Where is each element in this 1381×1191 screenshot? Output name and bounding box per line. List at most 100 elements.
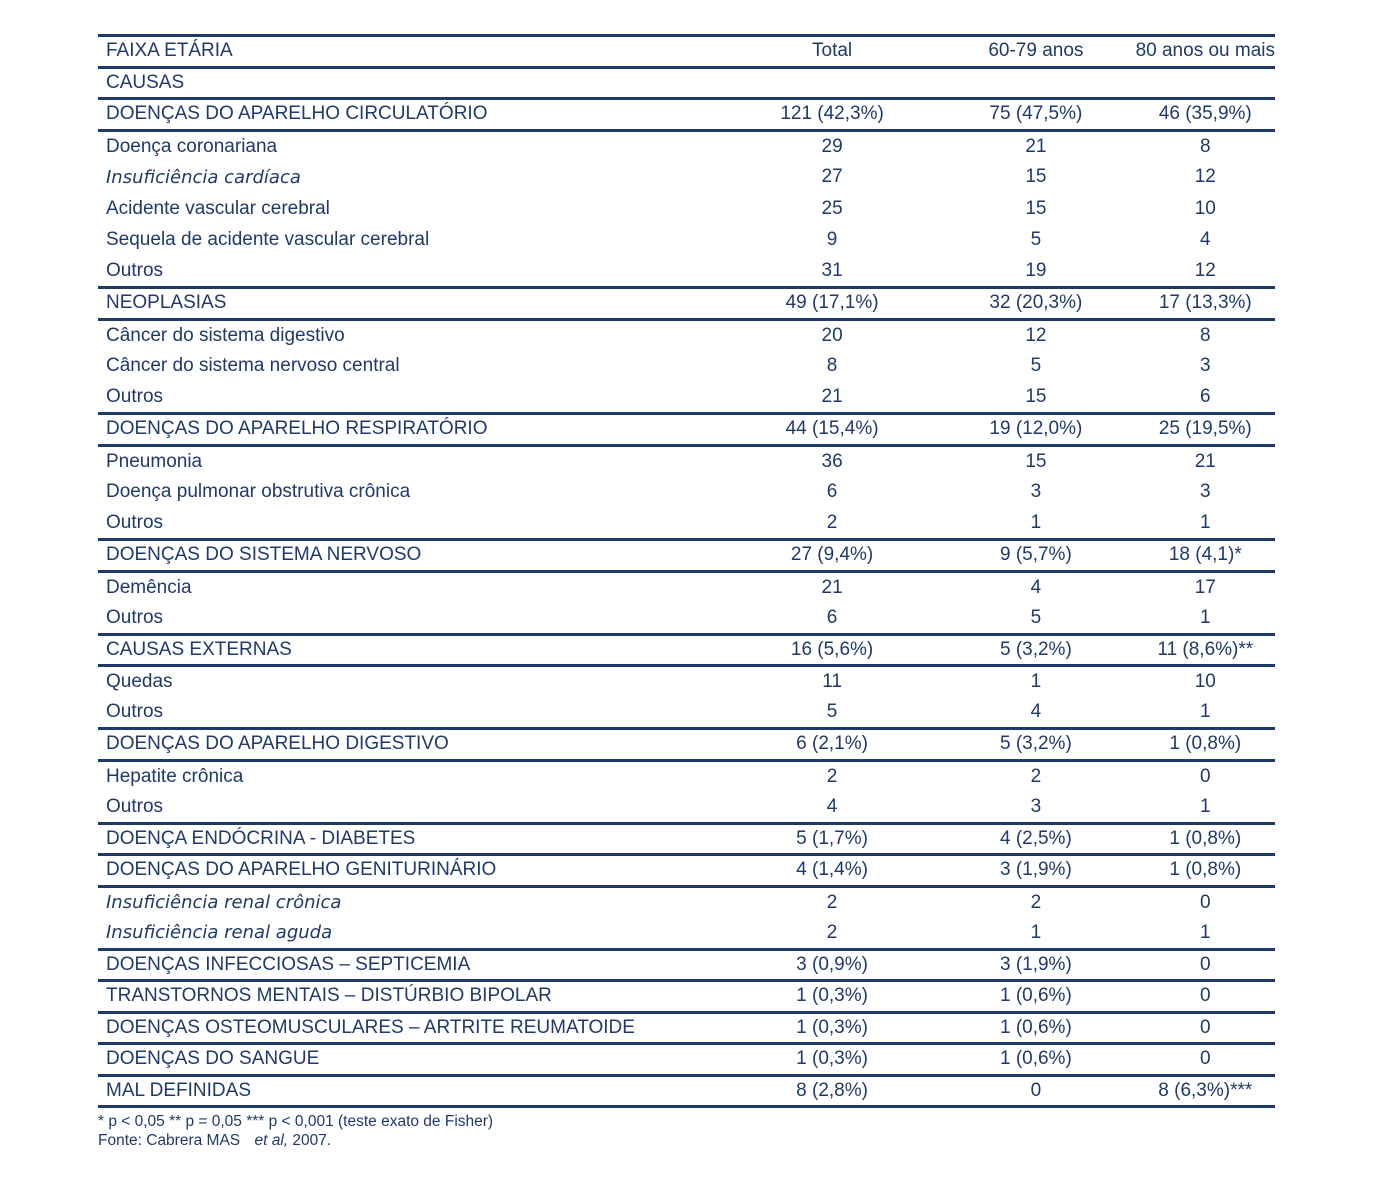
subcategory-row: Demência 21 4 17 xyxy=(98,571,1275,603)
cause-label: Câncer do sistema digestivo xyxy=(106,324,345,346)
category-row: DOENÇAS DO SISTEMA NERVOSO 27 (9,4%) 9 (5,… xyxy=(98,538,1275,573)
section-row: CAUSAS xyxy=(98,65,1275,100)
subcategory-row: Hepatite crônica 2 2 0 xyxy=(98,760,1275,792)
header-80-plus: 80 anos ou mais xyxy=(1105,34,1275,69)
age-80-plus-cell: 1 xyxy=(1200,795,1211,817)
total-cell: 6 xyxy=(826,606,838,628)
total-cell: 31 xyxy=(821,260,843,281)
cause-label: Outros xyxy=(106,606,164,628)
subcategory-row: Quedas 11 1 10 xyxy=(98,666,1275,698)
age-80-plus-cell: 3 xyxy=(1200,481,1211,503)
cause-label: NEOPLASIAS xyxy=(98,286,638,321)
age-60-79-cell: 5 xyxy=(1030,606,1042,628)
age-80-plus-cell: 17 xyxy=(1194,576,1216,598)
age-80-plus-cell: 4 xyxy=(1200,229,1211,251)
total-cell: 2 xyxy=(826,921,838,943)
subcategory-row: Outros 4 3 1 xyxy=(98,792,1275,824)
subcategory-row: Insuficiência renal crônica 2 2 0 xyxy=(98,886,1275,918)
cause-label: DOENÇAS INFECCIOSAS – SEPTICEMIA xyxy=(98,947,638,982)
age-60-79-cell: 12 xyxy=(1025,324,1047,346)
cause-label: Acidente vascular cerebral xyxy=(106,197,330,219)
age-60-79-cell: 3 (1,9%) xyxy=(946,853,1106,888)
age-80-plus-cell: 1 (0,8%) xyxy=(1105,821,1275,856)
cause-label: Hepatite crônica xyxy=(106,765,244,787)
age-60-79-cell: 19 (12,0%) xyxy=(946,412,1106,447)
total-cell: 20 xyxy=(821,324,843,346)
category-row: DOENÇAS DO APARELHO GENITURINÁRIO 4 (1,4%… xyxy=(98,853,1275,888)
age-60-79-cell: 75 (47,5%) xyxy=(946,97,1106,132)
age-80-plus-cell: 21 xyxy=(1194,450,1216,472)
total-cell: 44 (15,4%) xyxy=(637,412,947,447)
source-note: Fonte: Cabrera MAS et al, 2007. xyxy=(98,1131,1275,1150)
age-60-79-cell: 1 (0,6%) xyxy=(946,979,1106,1014)
age-60-79-cell: 19 xyxy=(1025,260,1047,281)
age-60-79-cell: 5 (3,2%) xyxy=(946,632,1106,667)
category-row: DOENÇA ENDÓCRINA - DIABETES 5 (1,7%) 4 (2,… xyxy=(98,821,1275,856)
age-60-79-cell: 5 xyxy=(1030,229,1042,251)
age-60-79-cell: 1 (0,6%) xyxy=(946,1010,1106,1045)
cause-label: Câncer do sistema nervoso central xyxy=(106,355,400,377)
age-60-79-cell: 2 xyxy=(1030,891,1042,913)
cause-label: DOENÇAS DO APARELHO DIGESTIVO xyxy=(98,727,638,762)
cause-label: Outros xyxy=(106,386,164,407)
age-80-plus-cell: 1 (0,8%) xyxy=(1105,727,1275,762)
cause-label: DOENÇAS DO SISTEMA NERVOSO xyxy=(98,538,638,573)
age-60-79-cell: 32 (20,3%) xyxy=(946,286,1106,321)
age-60-79-cell: 4 xyxy=(1030,576,1042,598)
cause-label: Demência xyxy=(106,576,192,598)
total-cell: 1 (0,3%) xyxy=(637,1042,947,1077)
source-etal: et al, xyxy=(254,1132,289,1149)
cause-label: Insuficiência renal aguda xyxy=(106,922,333,943)
cause-label: MAL DEFINIDAS xyxy=(98,1073,638,1108)
total-cell: 11 xyxy=(822,671,842,692)
cause-label: Pneumonia xyxy=(106,450,203,472)
section-label: CAUSAS xyxy=(98,65,638,100)
age-80-plus-cell: 0 xyxy=(1105,1042,1275,1077)
header-60-79: 60-79 anos xyxy=(946,34,1106,69)
age-80-plus-cell: 3 xyxy=(1200,355,1211,377)
age-80-plus-cell: 1 (0,8%) xyxy=(1105,853,1275,888)
cause-label: Doença coronariana xyxy=(106,135,278,157)
cause-label: Outros xyxy=(106,701,164,722)
total-cell: 2 xyxy=(826,765,838,787)
header-age-group: FAIXA ETÁRIA xyxy=(98,34,638,69)
cause-label: DOENÇAS DO APARELHO CIRCULATÓRIO xyxy=(98,97,638,132)
subcategory-row: Sequela de acidente vascular cerebral 9 5 4 xyxy=(98,225,1275,257)
category-row: DOENÇAS INFECCIOSAS – SEPTICEMIA 3 (0,9%)… xyxy=(98,947,1275,982)
age-80-plus-cell: 18 (4,1)* xyxy=(1105,538,1275,573)
total-cell: 27 xyxy=(821,166,843,188)
subcategory-row: Outros 6 5 1 xyxy=(98,603,1275,635)
total-cell: 4 (1,4%) xyxy=(637,853,947,888)
source-year: 2007. xyxy=(292,1132,332,1149)
subcategory-row: Outros 21 15 6 xyxy=(98,382,1275,414)
subcategory-row: Outros 2 1 1 xyxy=(98,508,1275,540)
source-prefix: Fonte: Cabrera MAS xyxy=(98,1132,241,1149)
age-80-plus-cell: 8 xyxy=(1200,324,1211,346)
cause-label: Doença pulmonar obstrutiva crônica xyxy=(106,481,411,503)
age-80-plus-cell: 8 xyxy=(1200,135,1211,157)
total-cell: 36 xyxy=(821,450,843,472)
category-row: DOENÇAS DO SANGUE 1 (0,3%) 1 (0,6%) 0 xyxy=(98,1042,1275,1077)
cause-label: DOENÇA ENDÓCRINA - DIABETES xyxy=(98,821,638,856)
age-60-79-cell: 0 xyxy=(946,1073,1106,1108)
mortality-table-container: FAIXA ETÁRIA Total 60-79 anos 80 anos ou… xyxy=(98,34,1275,1150)
age-60-79-cell: 1 xyxy=(1030,512,1042,533)
age-60-79-cell: 9 (5,7%) xyxy=(946,538,1106,573)
cause-label: Outros xyxy=(106,795,164,817)
total-cell: 2 xyxy=(826,512,838,533)
total-cell: 27 (9,4%) xyxy=(637,538,947,573)
age-60-79-cell: 15 xyxy=(1025,197,1047,219)
age-60-79-cell: 4 (2,5%) xyxy=(946,821,1106,856)
age-80-plus-cell: 1 xyxy=(1200,606,1211,628)
age-60-79-cell: 1 (0,6%) xyxy=(946,1042,1106,1077)
age-80-plus-cell: 11 (8,6%)** xyxy=(1105,632,1275,667)
subcategory-row: Pneumonia 36 15 21 xyxy=(98,445,1275,477)
cause-label: DOENÇAS DO APARELHO RESPIRATÓRIO xyxy=(98,412,638,447)
category-row: NEOPLASIAS 49 (17,1%) 32 (20,3%) 17 (13,3%) xyxy=(98,286,1275,321)
total-cell: 5 xyxy=(826,701,838,722)
total-cell: 16 (5,6%) xyxy=(637,632,947,667)
mortality-causes-table: FAIXA ETÁRIA Total 60-79 anos 80 anos ou… xyxy=(98,34,1275,1108)
age-80-plus-cell: 0 xyxy=(1105,1010,1275,1045)
subcategory-row: Outros 31 19 12 xyxy=(98,256,1275,288)
subcategory-row: Insuficiência renal aguda 2 1 1 xyxy=(98,918,1275,950)
